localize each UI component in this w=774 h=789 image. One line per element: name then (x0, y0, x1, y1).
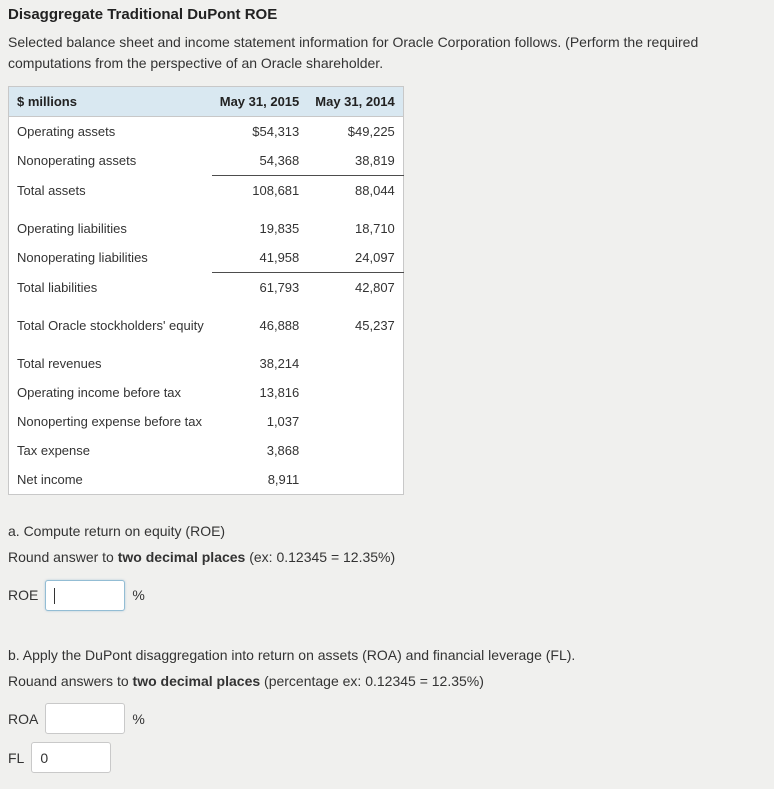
table-row: Tax expense 3,868 (9, 436, 404, 465)
table-header-row: $ millions May 31, 2015 May 31, 2014 (8, 86, 404, 117)
row-label: Nonoperating liabilities (17, 250, 148, 266)
roa-answer-row: ROA % (8, 703, 766, 735)
table-row: Total revenues 38,214 (9, 349, 404, 378)
fl-label: FL (8, 749, 25, 766)
fl-input-wrap (31, 742, 112, 774)
roa-percent-sign: % (132, 710, 145, 727)
row-value-2014 (307, 407, 403, 436)
row-value-2014: 24,097 (307, 243, 404, 273)
row-value-2014 (307, 436, 403, 465)
table-row: Net income 8,911 (9, 465, 404, 495)
row-value-2015: 13,816 (259, 385, 300, 400)
row-label: Total revenues (17, 356, 102, 371)
row-value-2014: 88,044 (355, 183, 395, 198)
row-value-2015: 19,835 (259, 221, 300, 236)
row-value-2015: 3,868 (266, 443, 300, 458)
row-value-2015: $54,313 (252, 124, 300, 139)
table-row: Nonoperating assets 54,368 38,819 (9, 146, 404, 176)
row-value-2014: 45,237 (355, 318, 395, 333)
part-a-heading: a. Compute return on equity (ROE) (8, 523, 226, 539)
financial-data-table: $ millions May 31, 2015 May 31, 2014 Ope… (8, 86, 404, 495)
row-value-2015: 61,793 (259, 280, 300, 295)
row-label: Nonoperating assets (17, 153, 137, 169)
part-b-instruction-bold: two decimal places (132, 672, 261, 689)
part-a-instruction: Round answer to two decimal places (ex: … (8, 547, 766, 567)
table-header-may-2015: May 31, 2015 (211, 86, 308, 117)
table-spacer-row (9, 302, 404, 311)
row-value-2014 (307, 465, 403, 495)
roe-label: ROE (8, 587, 39, 604)
table-spacer-row (9, 205, 404, 214)
row-label: Tax expense (17, 443, 90, 458)
row-label: Total assets (17, 182, 86, 198)
roe-percent-sign: % (132, 587, 145, 604)
table-row: Total Oracle stockholders' equity 46,888 4… (9, 311, 404, 340)
row-value-2015: 1,037 (266, 414, 300, 429)
row-label: Operating assets (17, 124, 116, 139)
table-row: Total assets 108,681 88,044 (9, 176, 404, 206)
table-header: $ millions May 31, 2015 May 31, 2014 (8, 86, 404, 117)
row-label: Operating income before tax (17, 385, 182, 400)
part-b-instruction: Rouand answers to two decimal places (pe… (8, 671, 766, 691)
part-a-instruction-bold: two decimal places (117, 549, 246, 566)
table-row: Nonoperating liabilities 41,958 24,097 (9, 243, 404, 273)
row-value-2014: 38,819 (307, 146, 404, 176)
part-b-heading: b. Apply the DuPont disaggregation into … (8, 646, 576, 663)
roa-input-wrap (45, 703, 126, 735)
row-value-2014: $49,225 (347, 124, 395, 139)
text-cursor (54, 587, 56, 604)
row-value-2015: 8,911 (267, 472, 300, 487)
table-header-millions: $ millions (8, 86, 212, 117)
page-title: Disaggregate Traditional DuPont ROE (8, 6, 278, 23)
part-a-section: a. Compute return on equity (ROE) Round … (8, 521, 766, 611)
part-a-instruction-suffix: (ex: 0.12345 = 12.35%) (245, 549, 396, 566)
part-b-instruction-suffix: (percentage ex: 0.12345 = 12.35%) (260, 672, 484, 689)
row-value-2014 (307, 378, 403, 407)
row-value-2015: 41,958 (211, 243, 308, 273)
row-label: Nonoperting expense before tax (17, 414, 203, 429)
roe-input-wrap (45, 579, 126, 611)
row-value-2015: 46,888 (259, 318, 300, 333)
fl-answer-row: FL (8, 742, 766, 774)
roa-label: ROA (8, 710, 39, 727)
row-value-2014: 18,710 (355, 221, 395, 236)
table-row: Total liabilities 61,793 42,807 (9, 273, 404, 303)
intro-text: Selected balance sheet and income statem… (8, 34, 699, 71)
row-label: Total liabilities (17, 279, 98, 295)
table-row: Nonoperting expense before tax 1,037 (9, 407, 404, 436)
row-value-2015: 108,681 (252, 183, 300, 198)
row-label: Total Oracle stockholders' equity (17, 318, 204, 333)
fl-input[interactable] (31, 742, 112, 774)
part-b-section: b. Apply the DuPont disaggregation into … (8, 645, 766, 774)
table-row: Operating liabilities 19,835 18,710 (9, 214, 404, 243)
row-value-2015: 38,214 (259, 356, 300, 371)
row-label: Operating liabilities (17, 221, 127, 236)
row-label: Net income (17, 472, 83, 487)
table-header-may-2014: May 31, 2014 (307, 86, 404, 117)
table-spacer-row (9, 340, 404, 349)
part-b-instruction-prefix: Rouand answers to (8, 672, 133, 689)
row-value-2014: 42,807 (355, 280, 395, 295)
roe-answer-row: ROE % (8, 579, 766, 611)
table-row: Operating assets $54,313 $49,225 (9, 117, 404, 147)
row-value-2014 (307, 349, 403, 378)
table-row: Operating income before tax 13,816 (9, 378, 404, 407)
part-a-instruction-prefix: Round answer to (8, 549, 118, 566)
roa-input[interactable] (45, 703, 126, 735)
roe-input[interactable] (45, 579, 126, 611)
row-value-2015: 54,368 (211, 146, 308, 176)
table-body: Operating assets $54,313 $49,225 Nonoperati… (9, 117, 404, 495)
